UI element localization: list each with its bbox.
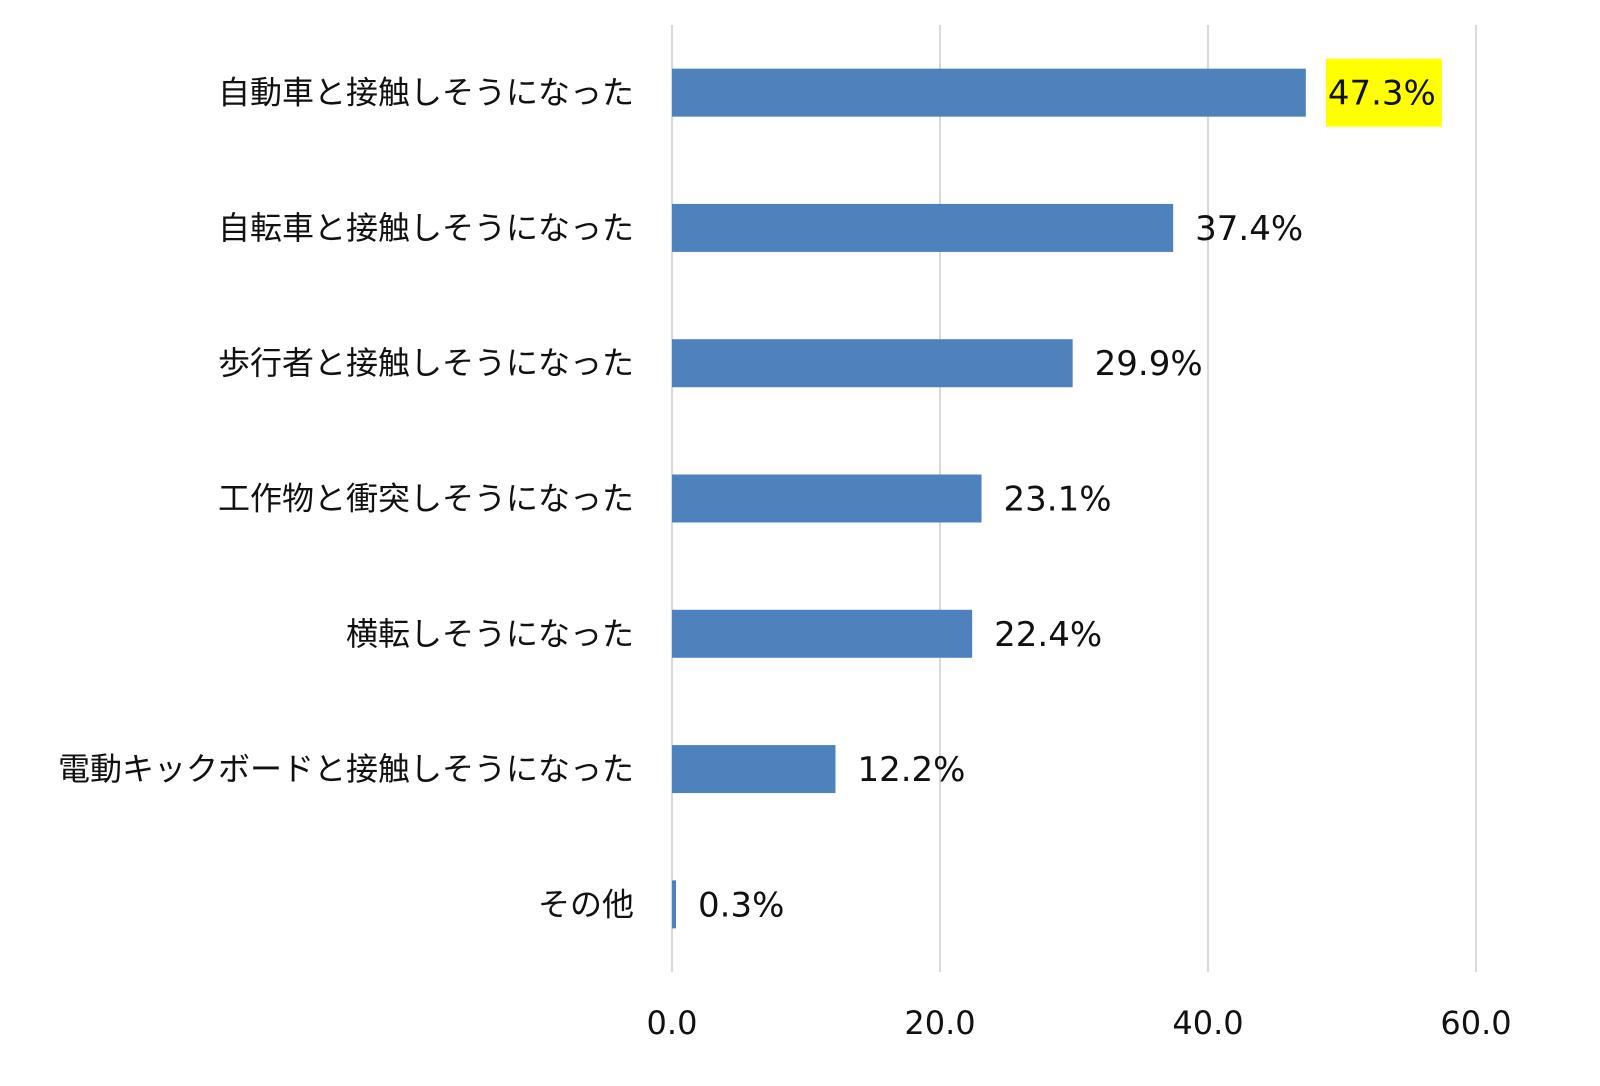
- data-label: 12.2%: [857, 750, 965, 790]
- bar: [672, 68, 1306, 117]
- category-label: 工作物と衝突しそうになった: [218, 480, 634, 518]
- data-label: 29.9%: [1095, 344, 1203, 384]
- x-tick-label: 60.0: [1440, 1004, 1511, 1042]
- bar: [672, 745, 836, 794]
- data-label: 23.1%: [1004, 480, 1112, 520]
- bar: [672, 880, 677, 929]
- category-label: 横転しそうになった: [346, 615, 634, 653]
- bar: [672, 203, 1174, 252]
- x-tick-label: 20.0: [904, 1004, 975, 1042]
- data-label: 22.4%: [994, 615, 1102, 655]
- category-label: 自転車と接触しそうになった: [218, 209, 634, 247]
- data-label: 47.3%: [1328, 74, 1436, 114]
- bar: [672, 609, 973, 658]
- category-label: 電動キックボードと接触しそうになった: [58, 750, 634, 788]
- category-label: 歩行者と接触しそうになった: [218, 344, 634, 382]
- category-label: その他: [538, 885, 634, 923]
- category-label: 自動車と接触しそうになった: [218, 74, 634, 112]
- label-highlight: [1325, 58, 1442, 127]
- data-label: 0.3%: [698, 885, 784, 925]
- data-label: 37.4%: [1195, 209, 1303, 249]
- x-tick-label: 0.0: [647, 1004, 698, 1042]
- bar: [672, 474, 982, 523]
- x-tick-label: 40.0: [1172, 1004, 1243, 1042]
- bar: [672, 339, 1073, 388]
